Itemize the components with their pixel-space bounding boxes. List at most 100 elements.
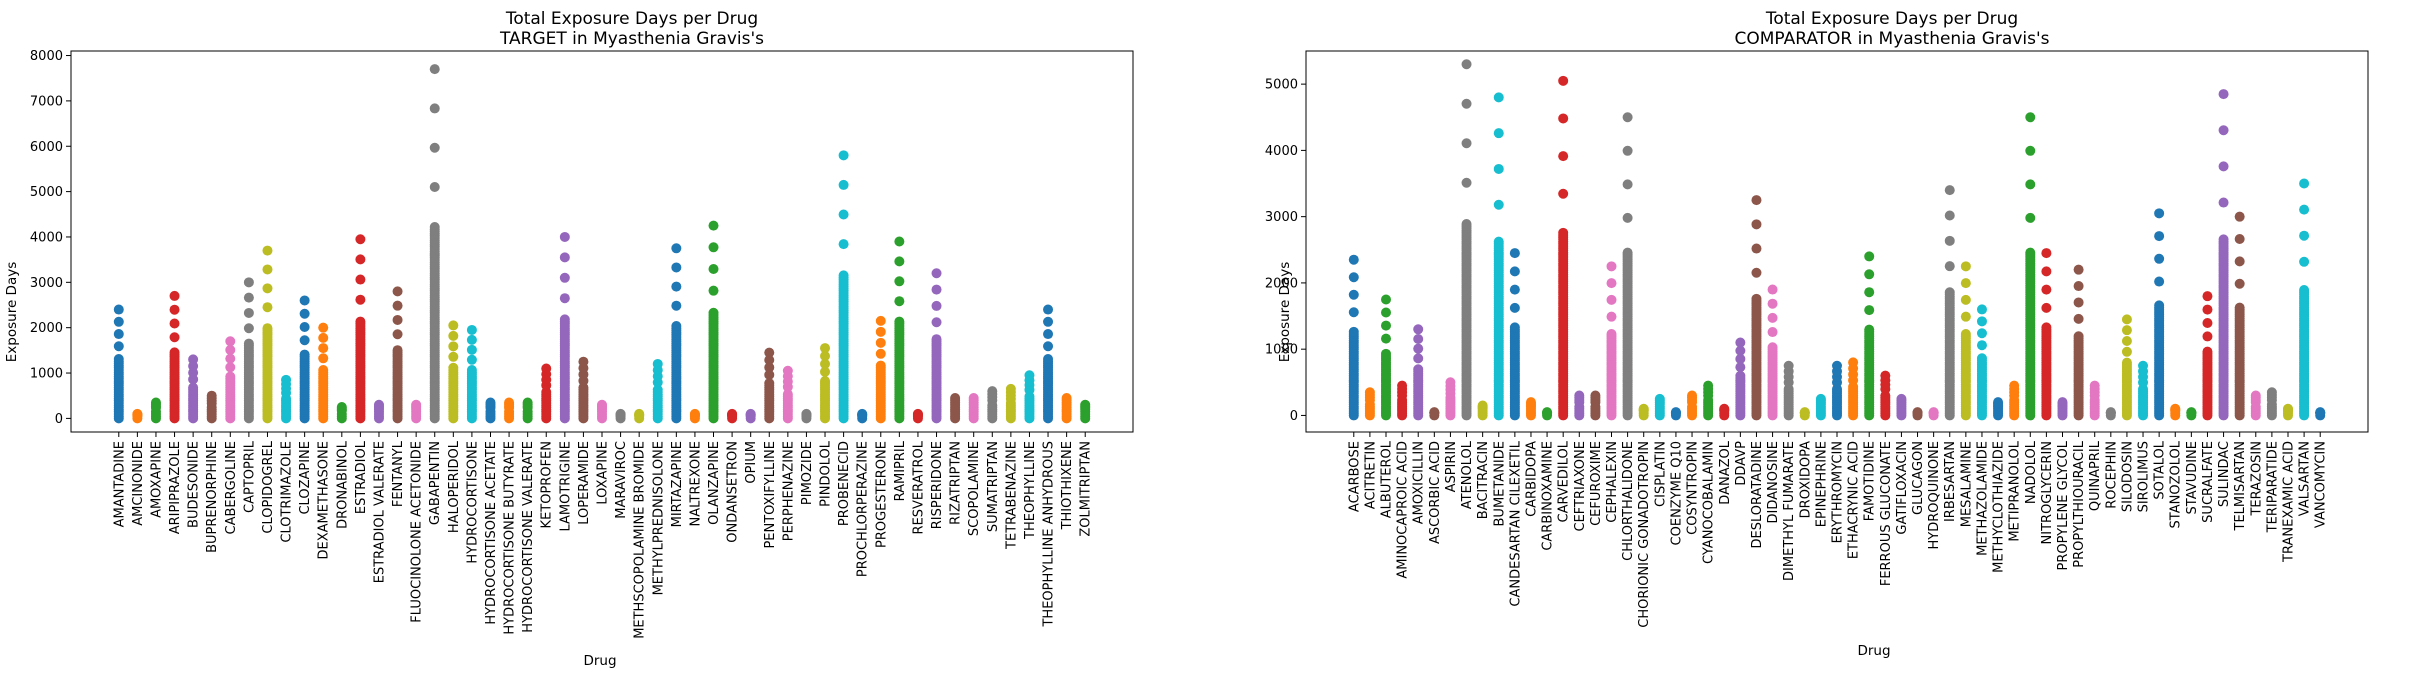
data-point: [1880, 370, 1891, 381]
data-point: [1606, 294, 1617, 305]
target-series-5: [206, 390, 217, 424]
target-series-20: [485, 397, 496, 424]
comparator-series-12: [1542, 407, 1553, 421]
data-point: [1381, 307, 1392, 318]
data-point: [2299, 230, 2310, 241]
target-xtick-label: HYDROCORTISONE ACETATE: [484, 441, 499, 625]
data-point: [894, 316, 905, 327]
data-point: [708, 307, 719, 318]
comparator-series-33: [1880, 370, 1891, 421]
data-point: [188, 382, 199, 393]
comparator-xtick-label: SILODOSIN: [2120, 441, 2135, 512]
data-point: [262, 245, 273, 256]
target-xtick-label: AMCINONIDE: [131, 441, 146, 526]
data-point: [225, 344, 236, 355]
data-point: [1364, 387, 1375, 398]
data-point: [448, 341, 459, 352]
target-xtick-label: METHYLPREDNISOLONE: [651, 441, 666, 595]
comparator-xtick-label: TERAZOSIN: [2249, 441, 2264, 517]
target-xtick-label: HALOPERIDOL: [447, 440, 462, 533]
comparator-xtick-label: SIROLIMUS: [2137, 441, 2152, 512]
data-point: [2121, 357, 2132, 368]
data-point: [1461, 98, 1472, 109]
target-xtick-label: HYDROCORTISONE: [465, 441, 480, 564]
comparator-xtick-label: METHAZOLAMIDE: [1975, 441, 1990, 556]
target-series-27: [615, 408, 626, 424]
comparator-series-19: [1654, 393, 1665, 421]
comparator-series-20: [1670, 407, 1681, 421]
data-point: [1043, 316, 1054, 327]
data-point: [2218, 197, 2229, 208]
target-xtick-label: CLOTRIMAZOLE: [280, 441, 295, 543]
data-point: [2218, 125, 2229, 136]
data-point: [838, 209, 849, 220]
comparator-series-52: [2186, 407, 2197, 421]
comparator-xtick-label: DDAVP: [1734, 441, 1749, 486]
data-point: [466, 334, 477, 345]
target-series-35: [764, 347, 775, 424]
comparator-series-43: [2041, 248, 2052, 421]
data-point: [1687, 390, 1698, 401]
data-point: [113, 353, 124, 364]
data-point: [2121, 325, 2132, 336]
data-point: [1767, 312, 1778, 323]
target-series-14: [373, 399, 384, 424]
data-point: [169, 318, 180, 329]
data-point: [875, 337, 886, 348]
target-xtick-label: PROCHLORPERAZINE: [856, 441, 871, 577]
comparator-xtick-label: CEFTRIAXONE: [1573, 441, 1588, 532]
comparator-series-25: [1751, 195, 1762, 421]
data-point: [1993, 397, 2004, 408]
comparator-xtick-label: ASCORBIC ACID: [1428, 441, 1443, 544]
comparator-xtick-label: HYDROQUINONE: [1927, 441, 1942, 549]
data-point: [2202, 291, 2213, 302]
data-point: [1413, 333, 1424, 344]
data-point: [652, 384, 663, 395]
data-point: [392, 300, 403, 311]
data-point: [857, 408, 868, 419]
comparator-series-7: [1461, 59, 1472, 421]
data-point: [1413, 343, 1424, 354]
data-point: [169, 332, 180, 343]
target-chart-title: Total Exposure Days per Drug: [505, 9, 758, 29]
data-point: [2154, 208, 2165, 219]
data-point: [1912, 407, 1923, 418]
target-series-18: [448, 320, 459, 424]
comparator-series-29: [1815, 393, 1826, 421]
data-point: [2025, 145, 2036, 156]
data-point: [1509, 284, 1520, 295]
comparator-series-60: [2315, 407, 2326, 421]
comparator-xtick-label: ALBUTEROL: [1380, 440, 1395, 518]
data-point: [652, 358, 663, 369]
comparator-ytick-label: 2000: [1265, 276, 1298, 291]
data-point: [1005, 383, 1016, 394]
comparator-series-59: [2299, 178, 2310, 421]
comparator-chart-title: Total Exposure Days per Drug: [1765, 9, 2018, 29]
data-point: [2073, 281, 2084, 292]
comparator-xtick-label: TRANEXAMIC ACID: [2281, 441, 2296, 563]
comparator-series-2: [1381, 294, 1392, 421]
data-point: [671, 262, 682, 273]
target-chart: Total Exposure Days per Drug TARGET in M…: [4, 9, 1134, 669]
data-point: [820, 350, 831, 361]
data-point: [1061, 392, 1072, 403]
target-series-52: [1080, 399, 1091, 424]
data-point: [1461, 219, 1472, 230]
data-point: [243, 292, 254, 303]
comparator-xtick-label: ROCEPHIN: [2104, 441, 2119, 509]
target-ytick-label: 6000: [30, 140, 63, 155]
data-point: [1751, 293, 1762, 304]
data-point: [2073, 264, 2084, 275]
comparator-series-37: [1944, 185, 1955, 421]
data-point: [243, 277, 254, 288]
target-xtick-label: OPIUM: [744, 441, 759, 484]
data-point: [1735, 337, 1746, 348]
target-chart-subtitle: TARGET in Myasthenia Gravis's: [499, 29, 764, 49]
comparator-series-57: [2266, 387, 2277, 421]
data-point: [931, 334, 942, 345]
data-point: [504, 397, 515, 408]
comparator-series-11: [1525, 397, 1536, 421]
data-point: [1574, 390, 1585, 401]
data-point: [1767, 284, 1778, 295]
